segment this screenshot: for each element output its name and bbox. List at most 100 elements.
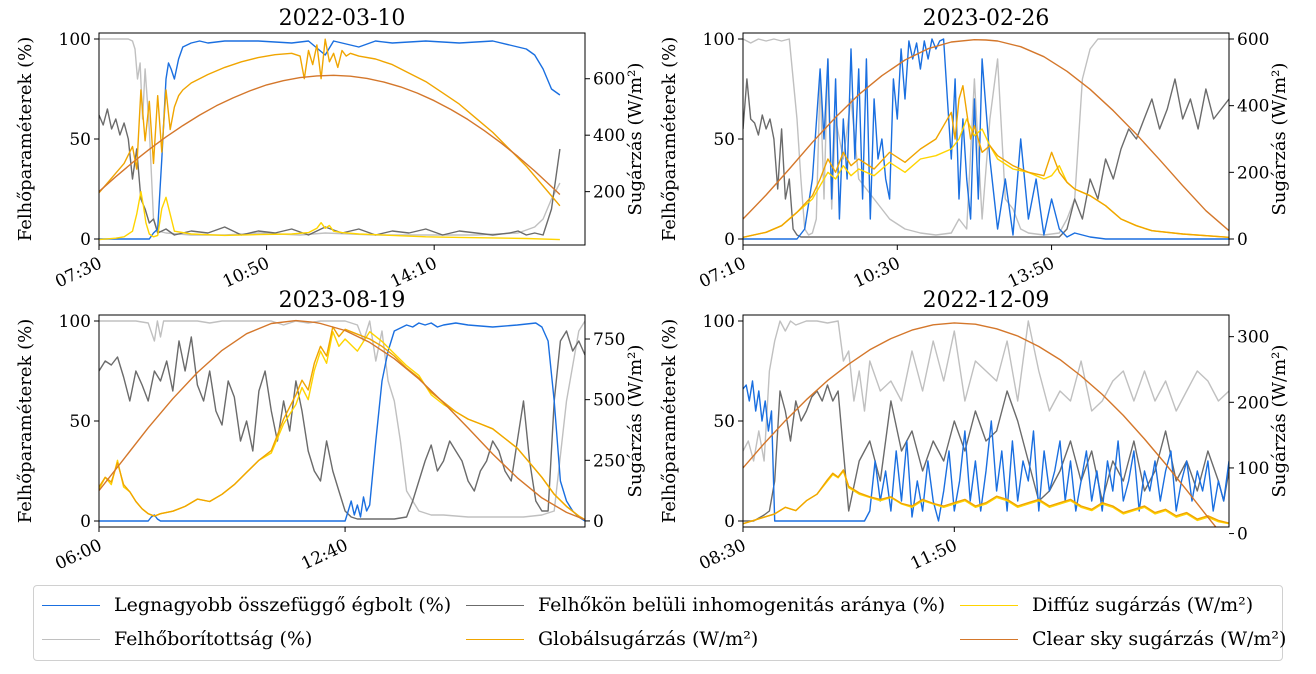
- legend-label: Felhőkön belüli inhomogenitás aránya (%): [538, 594, 946, 616]
- y2-tick-label: 750: [593, 330, 625, 350]
- y2-tick-label: 600: [1237, 30, 1269, 50]
- y2-axis-label: Sugárzás (W/m²): [1269, 345, 1290, 498]
- series-line-global: [743, 84, 1229, 238]
- legend-item-clear-sky: Clear sky sugárzás (W/m²): [960, 624, 1286, 654]
- legend-item-inhomogeneity: Felhőkön belüli inhomogenitás aránya (%): [466, 590, 945, 620]
- chart-title: 2022-03-10: [279, 6, 406, 31]
- y-tick-label: 50: [713, 412, 735, 432]
- y2-tick-label: 100: [1237, 459, 1269, 479]
- series-line-largest-clear-sky: [99, 40, 561, 240]
- y-tick-label: 0: [80, 512, 91, 532]
- y-tick-label: 0: [724, 512, 735, 532]
- legend-swatch: [42, 638, 100, 640]
- y-tick-label: 100: [59, 312, 91, 332]
- chart-panel-3: 2023-08-19 0 50 100 0 250 500 750 06:00 12:40 Felh…: [15, 288, 646, 574]
- y-axis-label: Felhőparaméterek (%): [15, 319, 36, 524]
- plot-frame: [98, 314, 586, 528]
- x-tick-label: 14:10: [387, 253, 440, 292]
- y-tick-label: 100: [703, 30, 735, 50]
- legend-item-largest-clear-sky: Legnagyobb összefüggő égbolt (%): [42, 590, 451, 620]
- x-tick-label: 07:10: [696, 253, 749, 292]
- series-group: [743, 38, 1229, 240]
- legend-item-cloud-cover: Felhőborítottság (%): [42, 624, 312, 654]
- series-line-inhomogeneity: [743, 384, 1229, 522]
- series-line-cloud-cover: [99, 320, 585, 518]
- legend-label: Legnagyobb összefüggő égbolt (%): [114, 594, 452, 616]
- y-tick-label: 50: [69, 130, 91, 150]
- y2-tick-label: 300: [1237, 328, 1269, 348]
- chart-title: 2022-12-09: [923, 288, 1050, 313]
- x-tick-label: 10:30: [851, 253, 904, 292]
- series-line-cloud-cover: [743, 320, 1229, 462]
- legend: Legnagyobb összefüggő égbolt (%) Felhőkön…: [33, 585, 1286, 661]
- plot-frame: [98, 32, 586, 246]
- y2-tick-label: 0: [1237, 230, 1248, 250]
- series-group: [743, 320, 1229, 527]
- y-tick-label: 0: [80, 230, 91, 250]
- y2-tick-label: 250: [593, 451, 625, 471]
- x-tick-label: 08:30: [696, 535, 749, 574]
- legend-label: Felhőborítottság (%): [114, 628, 313, 650]
- y-tick-label: 100: [703, 312, 735, 332]
- series-line-clear-sky: [743, 322, 1217, 527]
- y2-axis-label: Sugárzás (W/m²): [625, 345, 646, 498]
- y-tick-label: 50: [713, 130, 735, 150]
- legend-label: Clear sky sugárzás (W/m²): [1032, 628, 1287, 650]
- y-axis-label: Felhőparaméterek (%): [659, 319, 680, 524]
- x-tick-label: 07:30: [52, 253, 105, 292]
- chart-panel-1: 2022-03-10 0 50 100 200 400 600 07:30 10:50 14:10…: [15, 6, 646, 292]
- series-line-diffuse: [743, 470, 1229, 525]
- y2-tick-label: 400: [1237, 97, 1269, 117]
- y2-tick-label: 0: [593, 512, 604, 532]
- chart-title: 2023-02-26: [923, 6, 1050, 31]
- y2-axis-label: Sugárzás (W/m²): [1269, 63, 1290, 216]
- x-tick-label: 06:00: [52, 535, 105, 574]
- y-tick-label: 0: [724, 230, 735, 250]
- x-tick-label: 12:40: [298, 535, 351, 574]
- y-tick-label: 100: [59, 30, 91, 50]
- series-line-largest-clear-sky: [743, 38, 1229, 240]
- series-line-clear-sky: [743, 39, 1229, 232]
- series-group: [99, 38, 561, 241]
- y2-axis-label: Sugárzás (W/m²): [625, 63, 646, 216]
- y-axis-label: Felhőparaméterek (%): [15, 37, 36, 242]
- y2-tick-label: 200: [1237, 393, 1269, 413]
- y2-tick-label: 600: [593, 70, 625, 90]
- chart-panel-2: 2023-02-26 0 50 100 0 200 400 600 07:10 10:30 13:5…: [659, 6, 1290, 292]
- chart-panel-4: 2022-12-09 0 50 100 0 100 200 300 08:30 11:50 Felh…: [659, 288, 1290, 574]
- series-line-inhomogeneity: [99, 108, 561, 236]
- legend-swatch: [42, 604, 100, 606]
- series-line-clear-sky: [99, 319, 585, 521]
- legend-item-diffuse: Diffúz sugárzás (W/m²): [960, 590, 1253, 620]
- y2-tick-label: 400: [593, 126, 625, 146]
- series-line-diffuse: [99, 331, 585, 521]
- series-line-largest-clear-sky: [99, 322, 585, 522]
- chart-title: 2023-08-19: [279, 288, 406, 313]
- series-line-largest-clear-sky: [743, 380, 1229, 522]
- series-line-cloud-cover: [743, 38, 1229, 236]
- series-line-diffuse: [99, 190, 560, 241]
- legend-swatch: [960, 604, 1018, 606]
- y2-tick-label: 200: [1237, 163, 1269, 183]
- y2-tick-label: 200: [593, 183, 625, 203]
- y-tick-label: 50: [69, 412, 91, 432]
- x-tick-label: 13:50: [1005, 253, 1058, 292]
- legend-item-global: Globálsugárzás (W/m²): [466, 624, 758, 654]
- x-tick-label: 10:50: [220, 253, 273, 292]
- legend-label: Globálsugárzás (W/m²): [538, 628, 759, 650]
- y2-tick-label: 500: [593, 391, 625, 411]
- series-line-inhomogeneity: [743, 78, 1229, 238]
- series-group: [99, 319, 585, 522]
- x-tick-label: 11:50: [908, 535, 961, 574]
- y2-tick-label: 0: [1237, 525, 1248, 545]
- series-line-global: [743, 469, 1229, 525]
- series-line-clear-sky: [99, 74, 561, 196]
- series-line-inhomogeneity: [99, 330, 585, 520]
- legend-swatch: [466, 638, 524, 640]
- series-line-global: [99, 38, 561, 207]
- series-line-global: [99, 326, 585, 521]
- legend-swatch: [960, 638, 1018, 640]
- legend-swatch: [466, 604, 524, 606]
- y-axis-label: Felhőparaméterek (%): [659, 37, 680, 242]
